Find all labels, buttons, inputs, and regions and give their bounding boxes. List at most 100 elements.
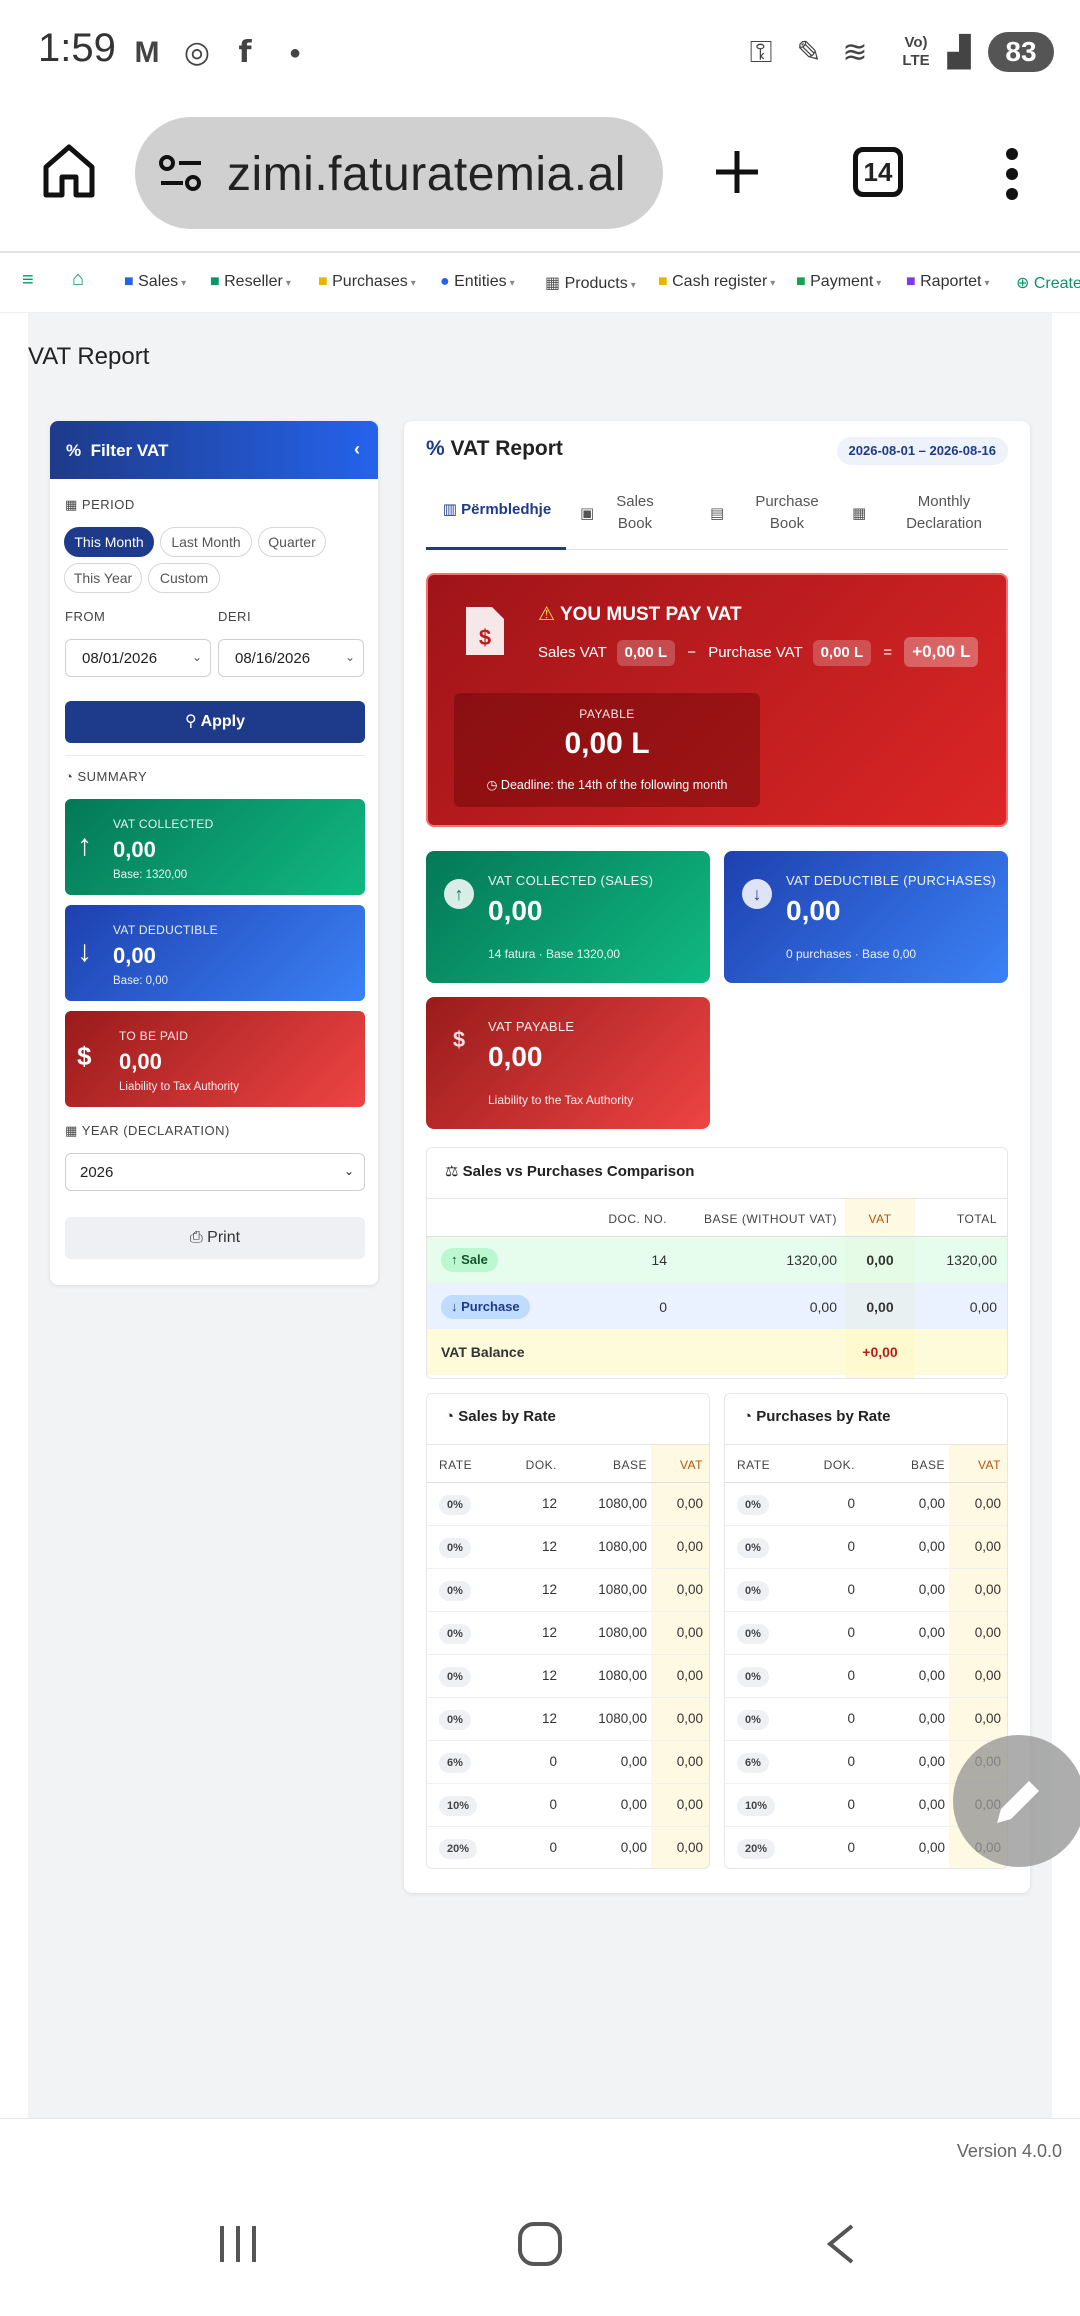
more-menu-icon[interactable]: [1000, 147, 1024, 201]
table-row: [725, 1526, 1007, 1569]
site-settings-icon[interactable]: [157, 153, 205, 193]
base-cell: 0,00: [918, 1496, 945, 1511]
chip-last-month[interactable]: Last Month: [160, 527, 252, 557]
vat-cell: 0,00: [676, 1711, 703, 1726]
vat-cell: 0,00: [676, 1840, 703, 1855]
chip-quarter[interactable]: Quarter: [258, 527, 326, 557]
base-cell: 0,00: [918, 1754, 945, 1769]
menu-toggle-icon[interactable]: ≡: [22, 269, 34, 291]
status-time: 1:59: [38, 26, 116, 70]
table-row: [725, 1784, 1007, 1827]
chart-icon: ▥: [442, 501, 457, 518]
col-total: TOTAL: [956, 1212, 997, 1226]
year-select[interactable]: 2026 ⌄: [65, 1153, 365, 1191]
dok-cell: 12: [541, 1625, 557, 1640]
nav-products[interactable]: ▦ Products ▾: [545, 275, 636, 292]
table-row: [427, 1698, 709, 1741]
print-button[interactable]: ⎙ Print: [65, 1217, 365, 1259]
table-row: [427, 1655, 709, 1698]
purchase-total: 0,00: [969, 1299, 997, 1315]
url-text[interactable]: zimi.faturatemia.al: [227, 148, 626, 201]
nav-purchases[interactable]: ■ Purchases ▾: [318, 273, 416, 290]
pie-chart-icon: ◔: [65, 769, 74, 784]
collapse-chevron-icon[interactable]: ‹: [354, 439, 360, 459]
browser-toolbar: zimi.faturatemia.al 14: [0, 105, 1080, 253]
dot-icon: ●: [288, 42, 302, 64]
home-nav-icon[interactable]: ⌂: [72, 268, 85, 290]
arrow-down-circle-icon: ↓: [742, 879, 772, 909]
year-label: ▦ YEAR (DECLARATION): [65, 1123, 230, 1138]
nav-raportet[interactable]: ■ Raportet ▾: [906, 273, 990, 290]
app-navigation: ≡ ⌂ ■ Sales ▾ ■ Reseller ▾ ■ Purchases ▾ ● …: [0, 253, 1080, 313]
version-text: Version 4.0.0: [956, 2141, 1062, 2161]
vat-cell: 0,00: [676, 1668, 703, 1683]
purchase-vat-pill: 0,00 L: [812, 640, 872, 666]
pie-chart-icon: ◔: [445, 1408, 455, 1425]
purchase-base: 0,00: [809, 1299, 837, 1315]
from-date-input[interactable]: 08/01/2026 ⌄: [65, 639, 211, 677]
tab-sales-book[interactable]: ▣ Sales Book: [580, 493, 654, 532]
vat-cell: 0,00: [676, 1582, 703, 1597]
users-icon: ●: [440, 273, 450, 290]
balance-scale-icon: ⚖: [445, 1163, 459, 1180]
system-navigation-bar: [0, 2186, 1080, 2316]
rate-badge: 6%: [737, 1753, 769, 1773]
period-label: ▦ PERIOD: [65, 497, 135, 512]
svg-text:$: $: [479, 625, 491, 650]
summary-vat-collected: ↑ VAT COLLECTED 0,00 Base: 1320,00: [65, 799, 365, 895]
sale-badge: ↑ Sale: [441, 1248, 498, 1272]
col-base: BASE (WITHOUT VAT): [703, 1212, 837, 1226]
edit-fab-button[interactable]: [953, 1735, 1080, 1867]
vat-column-highlight: [651, 1444, 709, 1868]
col-vat: VAT: [868, 1212, 892, 1226]
printer-icon: ⎙: [189, 1229, 203, 1246]
back-icon[interactable]: [822, 2222, 858, 2266]
dok-cell: 0: [847, 1840, 855, 1855]
footer: Version 4.0.0: [0, 2118, 1080, 2186]
active-tab-indicator: [426, 547, 566, 550]
dok-cell: 12: [541, 1539, 557, 1554]
nav-reseller[interactable]: ■ Reseller ▾: [210, 273, 291, 290]
home-button-icon[interactable]: [516, 2220, 564, 2268]
new-tab-icon[interactable]: [712, 147, 762, 197]
chevron-down-icon: ⌄: [344, 650, 355, 664]
alert-formula: Sales VAT 0,00 L − Purchase VAT 0,00 L =…: [538, 637, 979, 667]
rate-badge: 0%: [737, 1538, 769, 1558]
signal-icon: ▟: [947, 36, 971, 69]
chip-this-year[interactable]: This Year: [64, 563, 142, 593]
nav-cash-register[interactable]: ■ Cash register ▾: [658, 273, 776, 290]
tab-switcher-button[interactable]: 14: [853, 147, 903, 197]
open-book-icon: ▤: [710, 505, 725, 522]
recent-apps-icon[interactable]: [216, 2222, 260, 2266]
rate-badge: 0%: [439, 1581, 471, 1601]
chip-custom[interactable]: Custom: [148, 563, 220, 593]
wifi-icon: ≋: [842, 36, 868, 69]
tab-purchase-book[interactable]: ▤ Purchase Book: [710, 493, 819, 532]
vat-cell: 0,00: [974, 1711, 1001, 1726]
nav-sales[interactable]: ■ Sales ▾: [124, 273, 187, 290]
to-label: DERI: [218, 609, 252, 624]
report-title: % VAT Report: [426, 437, 563, 460]
purchases-by-rate-title: ◔ Purchases by Rate: [743, 1408, 891, 1425]
date-range-badge: 2026-08-01 – 2026-08-16: [836, 437, 1008, 465]
nav-create[interactable]: ⊕ Create: [1016, 275, 1080, 292]
rate-badge: 0%: [439, 1495, 471, 1515]
nav-entities[interactable]: ● Entities ▾: [440, 273, 515, 290]
vat-cell: 0,00: [974, 1625, 1001, 1640]
to-date-input[interactable]: 08/16/2026 ⌄: [218, 639, 364, 677]
dok-cell: 0: [847, 1797, 855, 1812]
tab-permbledhje[interactable]: ▥ Përmbledhje: [442, 501, 552, 518]
table-row: [427, 1741, 709, 1784]
nav-payment[interactable]: ■ Payment ▾: [796, 273, 882, 290]
home-icon[interactable]: [42, 143, 96, 199]
chip-this-month[interactable]: This Month: [64, 527, 154, 557]
rate-badge: 0%: [737, 1624, 769, 1644]
search-icon: ⚲: [184, 713, 197, 730]
tab-monthly-declaration[interactable]: ▦ Monthly Declaration: [852, 493, 982, 532]
payable-box: PAYABLE 0,00 L ◷ Deadline: the 14th of t…: [454, 693, 760, 807]
address-bar[interactable]: zimi.faturatemia.al: [135, 117, 663, 229]
chevron-down-icon: ⌄: [191, 650, 202, 664]
sales-by-rate-title: ◔ Sales by Rate: [445, 1408, 556, 1425]
apply-button[interactable]: ⚲ Apply: [65, 701, 365, 743]
divider: [427, 1236, 1007, 1237]
